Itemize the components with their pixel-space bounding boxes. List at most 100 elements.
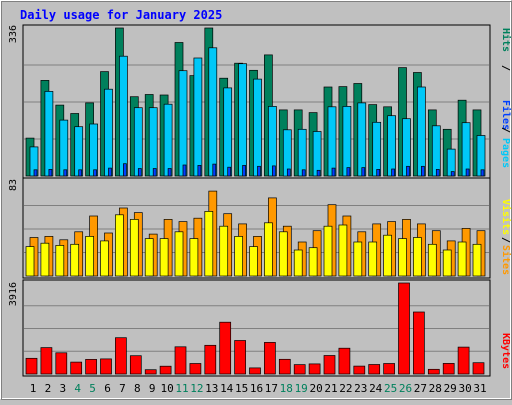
bar-files-day-22 [342,106,352,177]
bar-sites-day-2 [40,242,50,277]
bar-sites-day-20 [308,247,318,277]
bar-pages-day-17 [272,165,276,177]
bar-pages-day-9 [152,168,157,177]
bar-pages-day-26 [406,165,410,177]
bar-sites-day-4 [70,243,80,277]
x-tick-label-day-3: 3 [59,382,66,395]
bar-kbytes-day-15 [234,340,246,375]
bar-kbytes-day-12 [189,363,202,375]
bar-kbytes-day-30 [457,346,470,375]
x-tick-label-day-6: 6 [104,382,111,395]
bar-kbytes-day-5 [85,359,97,375]
bar-files-day-14 [223,87,233,177]
bar-kbytes-day-13 [204,344,217,375]
bar-pages-day-29 [450,171,455,177]
x-tick-label-day-17: 17 [265,382,278,395]
x-axis-labels: 1 2 3 4 5 6 7 8 9 10 11 12 13 14 15 16 17 18 19 20 21 22 23 24 2… [30,382,487,395]
bar-kbytes-day-14 [219,321,232,375]
legend-hits: Hits [500,28,512,52]
bar-sites-day-7 [115,214,124,277]
bar-files-day-6 [104,88,113,177]
x-tick-label-day-20: 20 [309,382,322,395]
bar-sites-day-21 [323,225,333,277]
bar-sites-day-13 [204,211,214,277]
bottom-panel-max-label: 3916 [8,282,19,306]
bar-pages-day-12 [197,165,202,177]
bar-kbytes-day-20 [308,363,321,375]
x-tick-label-day-13: 13 [205,382,218,395]
bar-files-day-15 [238,63,247,177]
bar-kbytes-day-23 [353,365,366,375]
x-tick-label-day-16: 16 [250,382,263,395]
mid-panel-max-label: 83 [8,179,19,191]
bar-sites-day-18 [278,231,288,277]
bar-kbytes-day-17 [264,342,276,375]
bar-pages-day-28 [435,169,440,177]
x-tick-label-day-24: 24 [369,382,383,395]
bar-sites-day-23 [353,241,363,277]
bar-kbytes-day-8 [129,355,142,375]
x-tick-label-day-11: 11 [175,382,188,395]
bar-sites-day-1 [25,246,35,277]
bar-pages-day-31 [480,169,485,177]
x-tick-label-day-18: 18 [280,382,293,395]
bar-pages-day-27 [421,165,425,177]
bar-sites-day-30 [457,241,467,277]
x-tick-label-day-26: 26 [399,382,412,395]
bar-kbytes-day-22 [338,347,351,375]
bar-kbytes-day-27 [413,311,425,375]
bar-files-day-20 [312,131,322,177]
bar-pages-day-11 [182,164,187,177]
bar-files-day-8 [133,107,143,177]
bar-sites-day-25 [383,234,392,277]
bar-pages-day-16 [257,165,261,177]
x-tick-label-day-8: 8 [134,382,141,395]
bar-kbytes-day-11 [174,346,187,375]
legend-sites: Sites [500,245,512,275]
bar-pages-day-10 [167,168,172,177]
bar-pages-day-24 [376,169,381,177]
bar-kbytes-day-24 [368,364,381,375]
bar-kbytes-day-26 [398,282,410,375]
bar-files-day-23 [357,102,367,177]
gridlines [24,64,489,352]
bars [25,27,486,375]
bar-pages-day-14 [227,166,232,177]
bar-sites-day-12 [189,238,199,277]
legend-top: Hits [500,28,512,52]
x-tick-label-day-9: 9 [149,382,156,395]
x-tick-label-day-7: 7 [119,382,126,395]
bar-pages-day-5 [93,169,97,177]
bar-sites-day-6 [100,240,109,277]
bar-kbytes-day-25 [383,363,395,375]
legend-kbytes: KBytes [500,333,511,369]
bar-sites-day-5 [85,236,94,277]
bar-sites-day-27 [413,237,422,277]
x-tick-label-day-30: 30 [458,382,471,395]
bar-sites-day-26 [398,238,407,277]
x-tick-label-day-10: 10 [160,382,173,395]
bar-kbytes-day-6 [100,358,112,375]
x-tick-label-day-4: 4 [74,382,81,395]
top-panel-max-label: 336 [8,25,19,43]
bar-sites-day-19 [293,249,303,277]
bar-kbytes-day-1 [25,357,38,375]
bar-kbytes-day-19 [293,364,306,375]
bar-files-day-28 [431,125,441,177]
bar-kbytes-day-7 [115,337,127,375]
legend-visits: Visits [500,199,512,235]
bar-files-day-21 [327,106,337,177]
x-tick-label-day-21: 21 [324,382,337,395]
bar-pages-day-21 [331,167,336,177]
bar-pages-day-1 [33,169,38,177]
bar-files-day-4 [74,126,84,177]
legend-top-files: Files [500,100,512,130]
legend-sep-3: / [500,237,511,243]
chart-title: Daily usage for January 2025 [20,8,222,22]
bar-pages-day-30 [465,168,470,177]
bar-files-day-12 [193,57,203,177]
bar-pages-day-6 [108,167,112,177]
legend-sep-1: / [500,65,511,71]
